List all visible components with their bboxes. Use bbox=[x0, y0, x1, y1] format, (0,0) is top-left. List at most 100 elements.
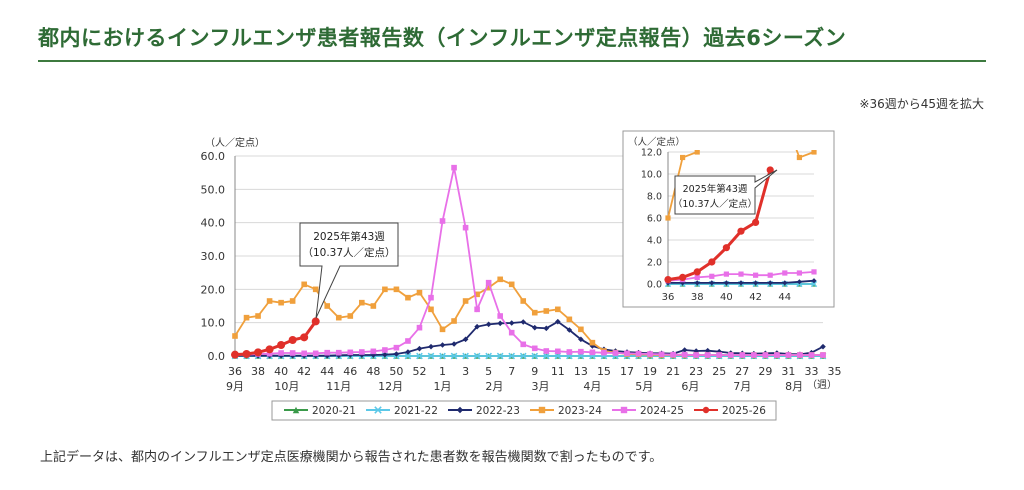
data-point-2023-24 bbox=[578, 326, 584, 333]
x-tick-label: 33 bbox=[804, 365, 818, 378]
inset-data-point-2023-24 bbox=[753, 45, 758, 50]
inset-data-point-2024-25 bbox=[753, 272, 759, 278]
data-point-2021-22 bbox=[427, 352, 435, 360]
data-point-2023-24 bbox=[335, 314, 342, 321]
x-tick-label: 38 bbox=[251, 365, 265, 378]
data-point-2023-24 bbox=[566, 316, 573, 323]
data-point-2021-22 bbox=[473, 352, 481, 360]
data-point-2024-25 bbox=[462, 224, 469, 231]
data-point-2023-24 bbox=[520, 298, 527, 304]
data-point-2024-25 bbox=[393, 344, 400, 351]
x-tick-label: 25 bbox=[712, 365, 726, 378]
legend-marker bbox=[538, 406, 546, 414]
data-point-2024-25 bbox=[704, 352, 711, 358]
x-tick-label: 48 bbox=[366, 365, 380, 378]
data-point-2023-24 bbox=[370, 303, 377, 309]
y-tick-label: 30.0 bbox=[201, 250, 226, 263]
data-point-2024-25 bbox=[347, 349, 354, 356]
inset-y-tick-label: 6.0 bbox=[647, 214, 662, 225]
data-point-2024-25 bbox=[335, 349, 342, 356]
inset-x-tick-label: 44 bbox=[778, 292, 791, 303]
y-tick-label: 40.0 bbox=[201, 217, 226, 230]
inset-callout-line2: （10.37人／定点） bbox=[673, 198, 757, 210]
data-point-2024-25 bbox=[278, 350, 284, 356]
series-line-2022-23 bbox=[235, 320, 824, 357]
data-point-2023-24 bbox=[462, 298, 469, 304]
x-tick-label: 13 bbox=[574, 365, 588, 378]
x-tick-label: 31 bbox=[781, 365, 795, 378]
inset-y-tick-label: 2.0 bbox=[647, 258, 662, 269]
data-point-2024-25 bbox=[774, 352, 780, 358]
data-point-2024-25 bbox=[416, 324, 423, 331]
x-tick-label: 21 bbox=[666, 365, 680, 378]
x-tick-label: 52 bbox=[412, 365, 426, 378]
data-point-2024-25 bbox=[681, 351, 688, 358]
data-point-2023-24 bbox=[382, 286, 388, 293]
data-point-2022-23 bbox=[428, 343, 434, 350]
data-point-2024-25 bbox=[658, 351, 665, 358]
data-point-2023-24 bbox=[474, 291, 480, 298]
x-tick-label: 35 bbox=[828, 365, 842, 378]
data-point-2023-24 bbox=[312, 286, 319, 293]
data-point-2024-25 bbox=[797, 352, 803, 358]
x-axis-unit: （週） bbox=[807, 379, 837, 391]
data-point-2024-25 bbox=[520, 341, 527, 348]
data-point-2023-24 bbox=[497, 276, 503, 283]
y-axis-title: （人／定点） bbox=[205, 136, 265, 149]
data-point-2024-25 bbox=[762, 352, 769, 358]
inset-data-point-2022-23 bbox=[753, 280, 759, 286]
inset-data-point-2024-25 bbox=[782, 270, 788, 276]
data-point-2022-23 bbox=[485, 321, 492, 328]
data-point-2024-25 bbox=[566, 349, 573, 355]
data-point-2025-26 bbox=[277, 341, 286, 349]
inset-data-point-2024-25 bbox=[811, 269, 817, 275]
data-point-2022-23 bbox=[531, 324, 538, 331]
inset-data-point-2023-24 bbox=[782, 116, 787, 121]
data-point-2021-22 bbox=[542, 352, 550, 360]
data-point-2024-25 bbox=[474, 306, 480, 313]
data-point-2024-25 bbox=[624, 350, 630, 357]
inset-data-point-2024-25 bbox=[694, 274, 700, 280]
legend-label: 2024-25 bbox=[640, 405, 684, 417]
data-point-2024-25 bbox=[543, 348, 550, 354]
y-tick-label: 0.0 bbox=[208, 350, 226, 363]
inset-series bbox=[664, 45, 818, 288]
inset-data-point-2023-24 bbox=[768, 61, 773, 66]
data-point-2022-23 bbox=[566, 327, 573, 333]
inset-data-point-2022-23 bbox=[723, 280, 729, 286]
month-label: 6月 bbox=[681, 380, 699, 393]
legend-marker bbox=[702, 406, 710, 414]
data-point-2023-24 bbox=[347, 313, 354, 319]
inset-y-tick-label: 4.0 bbox=[647, 236, 662, 247]
data-point-2021-22 bbox=[531, 352, 539, 360]
inset-data-point-2022-23 bbox=[767, 280, 773, 286]
data-point-2024-25 bbox=[716, 352, 723, 358]
inset-data-point-2022-23 bbox=[811, 278, 817, 284]
page-title: 都内におけるインフルエンザ患者報告数（インフルエンザ定点報告）過去6シーズン bbox=[38, 26, 847, 50]
x-tick-label: 46 bbox=[343, 365, 357, 378]
inset-y-tick-label: 10.0 bbox=[641, 170, 662, 181]
inset-callout-box bbox=[674, 169, 778, 215]
x-tick-label: 11 bbox=[551, 365, 565, 378]
month-label: 5月 bbox=[635, 380, 653, 393]
data-point-2024-25 bbox=[751, 352, 757, 358]
inset-data-point-2024-25 bbox=[796, 270, 802, 276]
data-point-2023-24 bbox=[439, 326, 446, 333]
inset-data-point-2022-23 bbox=[680, 280, 686, 286]
data-point-2024-25 bbox=[555, 348, 561, 355]
inset-data-point-2023-24 bbox=[709, 100, 714, 105]
y-tick-label: 60.0 bbox=[201, 150, 226, 163]
inset-data-point-2025-26 bbox=[708, 258, 716, 266]
x-tick-label: 15 bbox=[597, 365, 611, 378]
data-point-2021-22 bbox=[416, 352, 423, 360]
inset-x-tick-label: 42 bbox=[749, 292, 762, 303]
data-point-2023-24 bbox=[324, 303, 331, 309]
callout-line1: 2025年第43週 bbox=[313, 230, 385, 243]
month-label: 11月 bbox=[326, 380, 351, 393]
series-line-2024-25 bbox=[234, 167, 823, 356]
data-point-2024-25 bbox=[289, 350, 296, 356]
data-point-2024-25 bbox=[601, 349, 607, 356]
legend-marker bbox=[456, 406, 464, 414]
data-point-2021-22 bbox=[462, 352, 469, 360]
